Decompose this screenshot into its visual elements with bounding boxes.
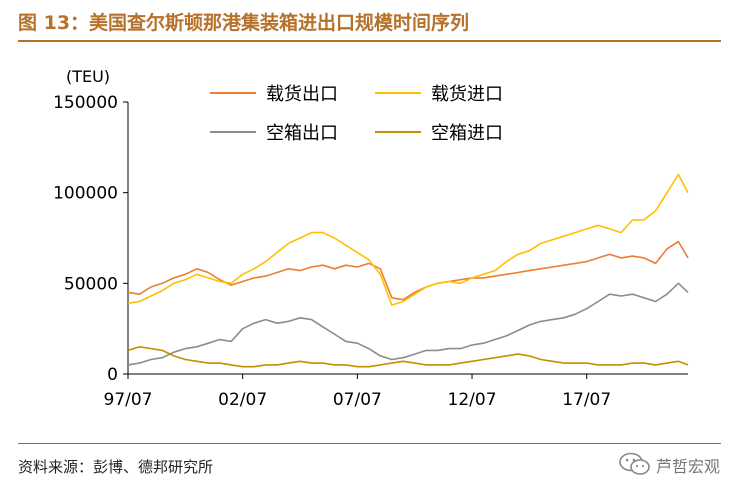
page-title: 图 13：美国查尔斯顿那港集装箱进出口规模时间序列	[18, 12, 470, 34]
footer-divider	[18, 443, 721, 444]
line-chart: (TEU) 150000 100000 50000 0 97/07 02/07 07/07…	[53, 67, 689, 410]
series-line	[127, 240, 689, 301]
legend-label: 载货进口	[431, 84, 503, 105]
x-tick-label: 07/07	[333, 390, 382, 410]
watermark: 芦哲宏观	[618, 451, 728, 479]
x-tick-label: 02/07	[218, 390, 267, 410]
x-axis: 97/07 02/07 07/07 12/07 17/07	[104, 373, 688, 410]
x-tick-label: 97/07	[104, 390, 153, 410]
title-divider	[18, 40, 721, 42]
legend-label: 载货出口	[266, 84, 338, 105]
series-line	[127, 173, 689, 306]
series-lines	[127, 173, 689, 368]
series-line	[127, 345, 689, 368]
y-axis-unit-label: (TEU)	[66, 67, 110, 86]
x-tick-label: 17/07	[562, 390, 611, 410]
legend-label: 空箱进口	[431, 123, 503, 144]
y-tick-label: 0	[107, 365, 118, 385]
y-tick-label: 150000	[53, 93, 118, 113]
y-axis: 150000 100000 50000 0	[53, 93, 129, 385]
legend-label: 空箱出口	[266, 123, 338, 144]
source-note: 资料来源：彭博、德邦研究所	[18, 458, 214, 476]
y-tick-label: 50000	[64, 274, 118, 294]
y-tick-label: 100000	[53, 184, 118, 204]
wechat-icon	[619, 452, 650, 475]
x-tick-label: 12/07	[448, 390, 497, 410]
watermark-text: 芦哲宏观	[656, 457, 721, 476]
series-line	[127, 282, 689, 366]
